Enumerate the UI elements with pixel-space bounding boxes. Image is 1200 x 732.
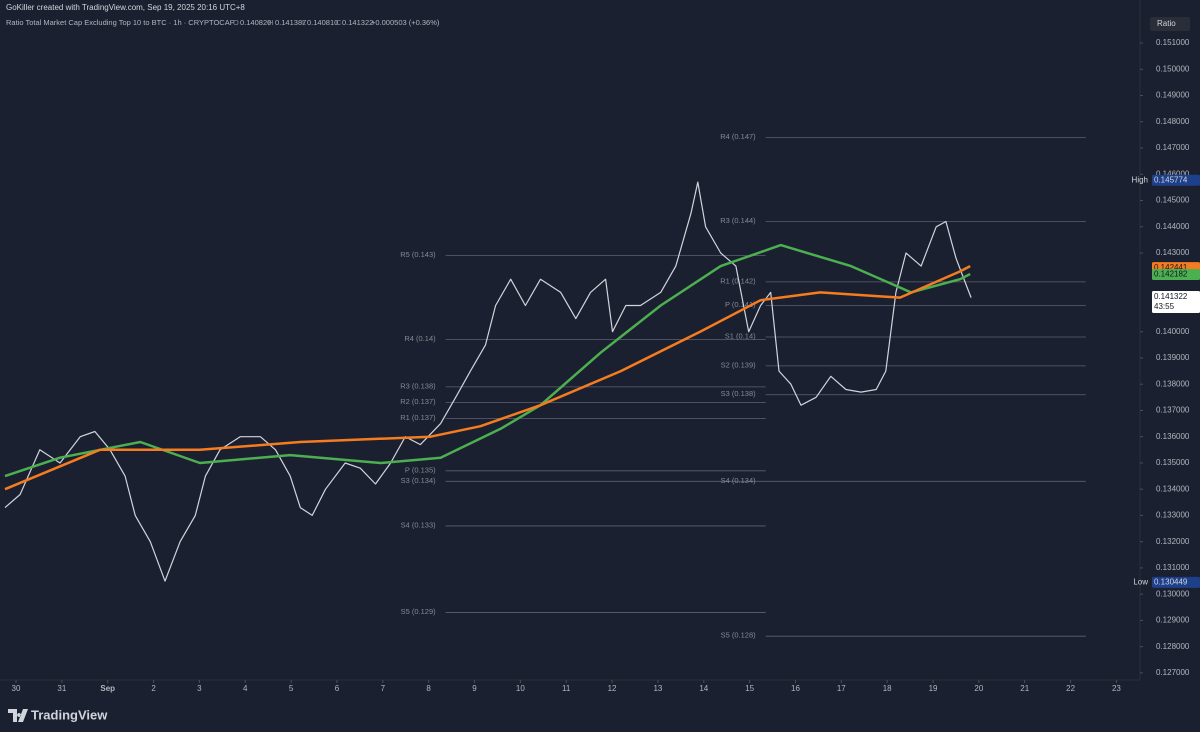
price-badge-value: 0.142441 <box>1154 263 1188 272</box>
legend-low: 0.140810 <box>307 18 338 27</box>
pivot-label: S5 (0.129) <box>401 607 437 616</box>
x-tick-label: 11 <box>562 684 571 693</box>
pivot-label: S4 (0.133) <box>401 520 437 529</box>
y-tick-label: 0.134000 <box>1156 484 1190 493</box>
price-badge <box>1152 268 1200 280</box>
y-tick-label: 0.135000 <box>1156 458 1190 467</box>
y-tick-label: 0.137000 <box>1156 406 1190 415</box>
y-tick-label: 0.140000 <box>1156 327 1190 336</box>
y-tick-label: 0.132000 <box>1156 537 1190 546</box>
y-tick-label: 0.129000 <box>1156 616 1190 625</box>
pivot-label: R1 (0.137) <box>400 413 436 422</box>
series-line <box>4 264 971 491</box>
x-tick-label: 19 <box>929 684 938 693</box>
pivot-label: S2 (0.139) <box>721 360 757 369</box>
header: GoKiller created with TradingView.com, S… <box>6 3 245 12</box>
tradingview-logo: TradingView <box>8 707 108 722</box>
x-tick-label: 16 <box>791 684 800 693</box>
price-badge-value: 0.130449 <box>1154 578 1188 587</box>
logo-mark <box>8 709 28 722</box>
pivot-label: S3 (0.138) <box>721 389 757 398</box>
y-tick-label: 0.133000 <box>1156 511 1190 520</box>
x-tick-label: 2 <box>151 684 156 693</box>
price-badge <box>1152 174 1200 186</box>
x-tick-label: 22 <box>1066 684 1075 693</box>
x-tick-label: 5 <box>289 684 294 693</box>
pivot-label: R3 (0.144) <box>720 216 756 225</box>
pivot-label: R2 (0.137) <box>400 397 436 406</box>
y-tick-label: 0.130000 <box>1156 589 1190 598</box>
x-tick-label: 7 <box>381 684 386 693</box>
axis-label-box <box>1150 17 1190 31</box>
legend-close-label: C <box>336 18 342 27</box>
price-badge-value: 0.142182 <box>1154 270 1188 279</box>
x-tick-label: 12 <box>608 684 617 693</box>
legend: Ratio Total Market Cap Excluding Top 10 … <box>6 18 440 27</box>
y-tick-label: 0.127000 <box>1156 668 1190 677</box>
x-tick-label: 13 <box>653 684 662 693</box>
x-tick-label: 4 <box>243 684 248 693</box>
pivot-label: R3 (0.138) <box>400 381 436 390</box>
legend-close: 0.141322 <box>342 18 373 27</box>
x-tick-label: 10 <box>516 684 525 693</box>
legend-low-label: L <box>302 18 306 27</box>
y-tick-label: 0.149000 <box>1156 91 1190 100</box>
x-tick-label: 6 <box>335 684 340 693</box>
price-badge-countdown: 43:55 <box>1154 302 1175 311</box>
y-tick-label: 0.147000 <box>1156 143 1190 152</box>
pivot-label: S3 (0.134) <box>401 476 437 485</box>
x-tick-label: 21 <box>1020 684 1029 693</box>
y-tick-label: 0.136000 <box>1156 432 1190 441</box>
pivot-label: R4 (0.14) <box>404 334 436 343</box>
x-tick-label: 23 <box>1112 684 1121 693</box>
y-tick-label: 0.144000 <box>1156 222 1190 231</box>
legend-high-label: H <box>268 18 273 27</box>
y-tick-label: 0.148000 <box>1156 117 1190 126</box>
legend-open-label: O <box>233 18 239 27</box>
pivot-label: S4 (0.134) <box>721 476 757 485</box>
legend-open: 0.140820 <box>240 18 271 27</box>
pivot-label: R5 (0.143) <box>400 250 436 259</box>
legend-title: Ratio Total Market Cap Excluding Top 10 … <box>6 18 235 27</box>
price-badge <box>1152 576 1200 588</box>
x-tick-label: 3 <box>197 684 202 693</box>
y-tick-label: 0.128000 <box>1156 642 1190 651</box>
price-badge-tag: High <box>1132 175 1148 184</box>
axis-label: Ratio <box>1157 19 1176 28</box>
x-tick-label: 9 <box>472 684 477 693</box>
y-tick-label: 0.143000 <box>1156 248 1190 257</box>
x-tick-label: 17 <box>837 684 846 693</box>
y-tick-label: 0.139000 <box>1156 353 1190 362</box>
pivot-label: R4 (0.147) <box>720 132 756 141</box>
pivot-label: S1 (0.14) <box>725 331 756 340</box>
legend-change: +0.000503 (+0.36%) <box>371 18 440 27</box>
footer-brand: TradingView <box>31 707 108 722</box>
price-badge <box>1152 291 1200 314</box>
y-tick-label: 0.151000 <box>1156 38 1190 47</box>
pivot-label: P (0.141) <box>725 300 756 309</box>
y-tick-label: 0.145000 <box>1156 196 1190 205</box>
x-tick-label: 15 <box>745 684 754 693</box>
y-tick-label: 0.146000 <box>1156 169 1190 178</box>
price-badge-value: 0.145774 <box>1154 175 1188 184</box>
x-tick-label: 20 <box>974 684 983 693</box>
price-badge-value: 0.141322 <box>1154 292 1188 301</box>
y-tick-label: 0.131000 <box>1156 563 1190 572</box>
price-badge-tag: Low <box>1133 578 1148 587</box>
y-tick-label: 0.150000 <box>1156 64 1190 73</box>
series-line <box>4 181 972 582</box>
pivot-label: S5 (0.128) <box>721 631 757 640</box>
x-tick-label: 30 <box>12 684 21 693</box>
x-tick-label: 18 <box>883 684 892 693</box>
x-tick-label: Sep <box>100 684 115 693</box>
x-tick-label: 8 <box>426 684 431 693</box>
x-tick-label: 31 <box>57 684 66 693</box>
y-tick-label: 0.138000 <box>1156 379 1190 388</box>
x-tick-label: 14 <box>699 684 708 693</box>
pivot-label: P (0.135) <box>405 465 436 474</box>
legend-high: 0.141387 <box>275 18 306 27</box>
